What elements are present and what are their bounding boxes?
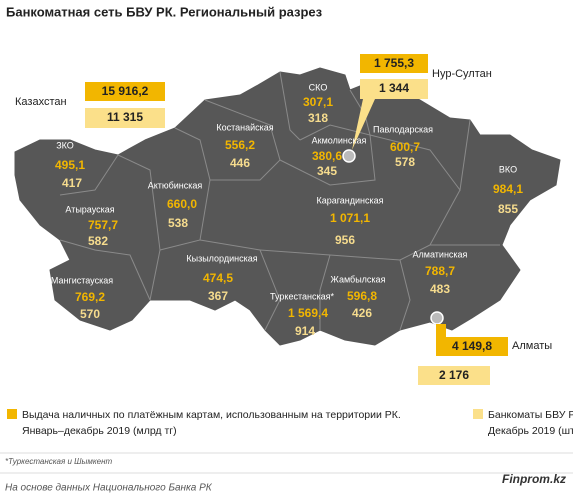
cash-box: [85, 82, 165, 101]
city-dot: [430, 311, 444, 325]
cash-box: [360, 54, 428, 73]
region-borders: [59, 71, 500, 331]
region-name: Мангистауская: [51, 275, 113, 285]
pointer: [436, 324, 446, 338]
region-atms: 446: [230, 156, 250, 170]
national-label: Казахстан: [15, 96, 67, 108]
region-name: Карагандинская: [316, 195, 383, 205]
region-atms: 855: [498, 202, 518, 216]
legend-text: Выдача наличных по платёжным картам, исп…: [22, 409, 401, 421]
region-atms: 367: [208, 289, 228, 303]
legend-text: Декабрь 2019 (шт.): [488, 425, 573, 437]
region-atms: 538: [168, 216, 188, 230]
region-name: ЗКО: [56, 140, 74, 150]
legend-text: Банкоматы БВУ РК.: [488, 409, 573, 421]
region-atms: 914: [295, 324, 315, 338]
cash-box: [436, 337, 508, 356]
region-cash: 474,5: [203, 271, 233, 285]
region-cash: 788,7: [425, 264, 455, 278]
nur-sultan-callout: [342, 54, 428, 163]
region-atms: 318: [308, 111, 328, 125]
legend-swatch: [7, 409, 17, 419]
region-cash: 380,6: [312, 149, 342, 163]
region-cash: 660,0: [167, 197, 197, 211]
region-atms: 582: [88, 234, 108, 248]
city-cash: 4 149,8: [452, 339, 492, 353]
region-cash: 596,8: [347, 289, 377, 303]
city-label: Нур-Султан: [432, 68, 492, 80]
map: [14, 67, 561, 346]
region-cash: 1 569,4: [288, 306, 328, 320]
footnote: *Туркестанская и Шымкент: [5, 457, 113, 466]
region-cash: 495,1: [55, 158, 85, 172]
title: Банкоматная сеть БВУ РК. Региональный ра…: [6, 4, 323, 19]
national-atms: 11 315: [107, 110, 143, 124]
region-atms: 570: [80, 307, 100, 321]
region-name: Костанайская: [216, 122, 273, 132]
city-dot: [342, 149, 356, 163]
region-atms: 417: [62, 176, 82, 190]
region-cash: 984,1: [493, 182, 523, 196]
region-atms: 578: [395, 155, 415, 169]
city-atms: 2 176: [439, 368, 469, 382]
city-cash: 1 755,3: [374, 56, 414, 70]
region-cash: 556,2: [225, 138, 255, 152]
region-name: СКО: [309, 82, 328, 92]
national-cash: 15 916,2: [102, 84, 149, 98]
region-cash: 1 071,1: [330, 211, 370, 225]
region-name: Актюбинская: [148, 180, 203, 190]
region-cash: 307,1: [303, 95, 333, 109]
region-cash: 769,2: [75, 290, 105, 304]
legend-text: Январь–декабрь 2019 (млрд тг): [22, 425, 177, 437]
region-name: Жамбылская: [331, 274, 386, 284]
atm-box: [85, 108, 165, 128]
atm-box: [418, 366, 490, 385]
city-atms: 1 344: [379, 81, 409, 95]
region-atms: 483: [430, 282, 450, 296]
region-labels: ЗКО 495,1 417 Атырауская 757,7 582 Мангистауск…: [51, 82, 523, 338]
city-label: Алматы: [512, 340, 552, 352]
region-name: Павлодарская: [373, 124, 433, 134]
region-cash: 600,7: [390, 140, 420, 154]
region-name: Атырауская: [65, 204, 114, 214]
region-name: Туркестанская*: [270, 291, 334, 301]
region-atms: 956: [335, 233, 355, 247]
legend-swatch: [473, 409, 483, 419]
region-name: Акмолинская: [312, 135, 367, 145]
pointer: [352, 99, 375, 150]
region-name: Алматинская: [413, 249, 468, 259]
source: На основе данных Национального Банка РК: [5, 483, 213, 494]
almaty-callout: [418, 311, 508, 385]
atm-box: [360, 79, 428, 99]
region-atms: 426: [352, 306, 372, 320]
brand: Finprom.kz: [502, 472, 566, 486]
region-atms: 345: [317, 164, 337, 178]
region-name: Кызылординская: [186, 253, 257, 263]
region-cash: 757,7: [88, 218, 118, 232]
region-name: ВКО: [499, 164, 517, 174]
